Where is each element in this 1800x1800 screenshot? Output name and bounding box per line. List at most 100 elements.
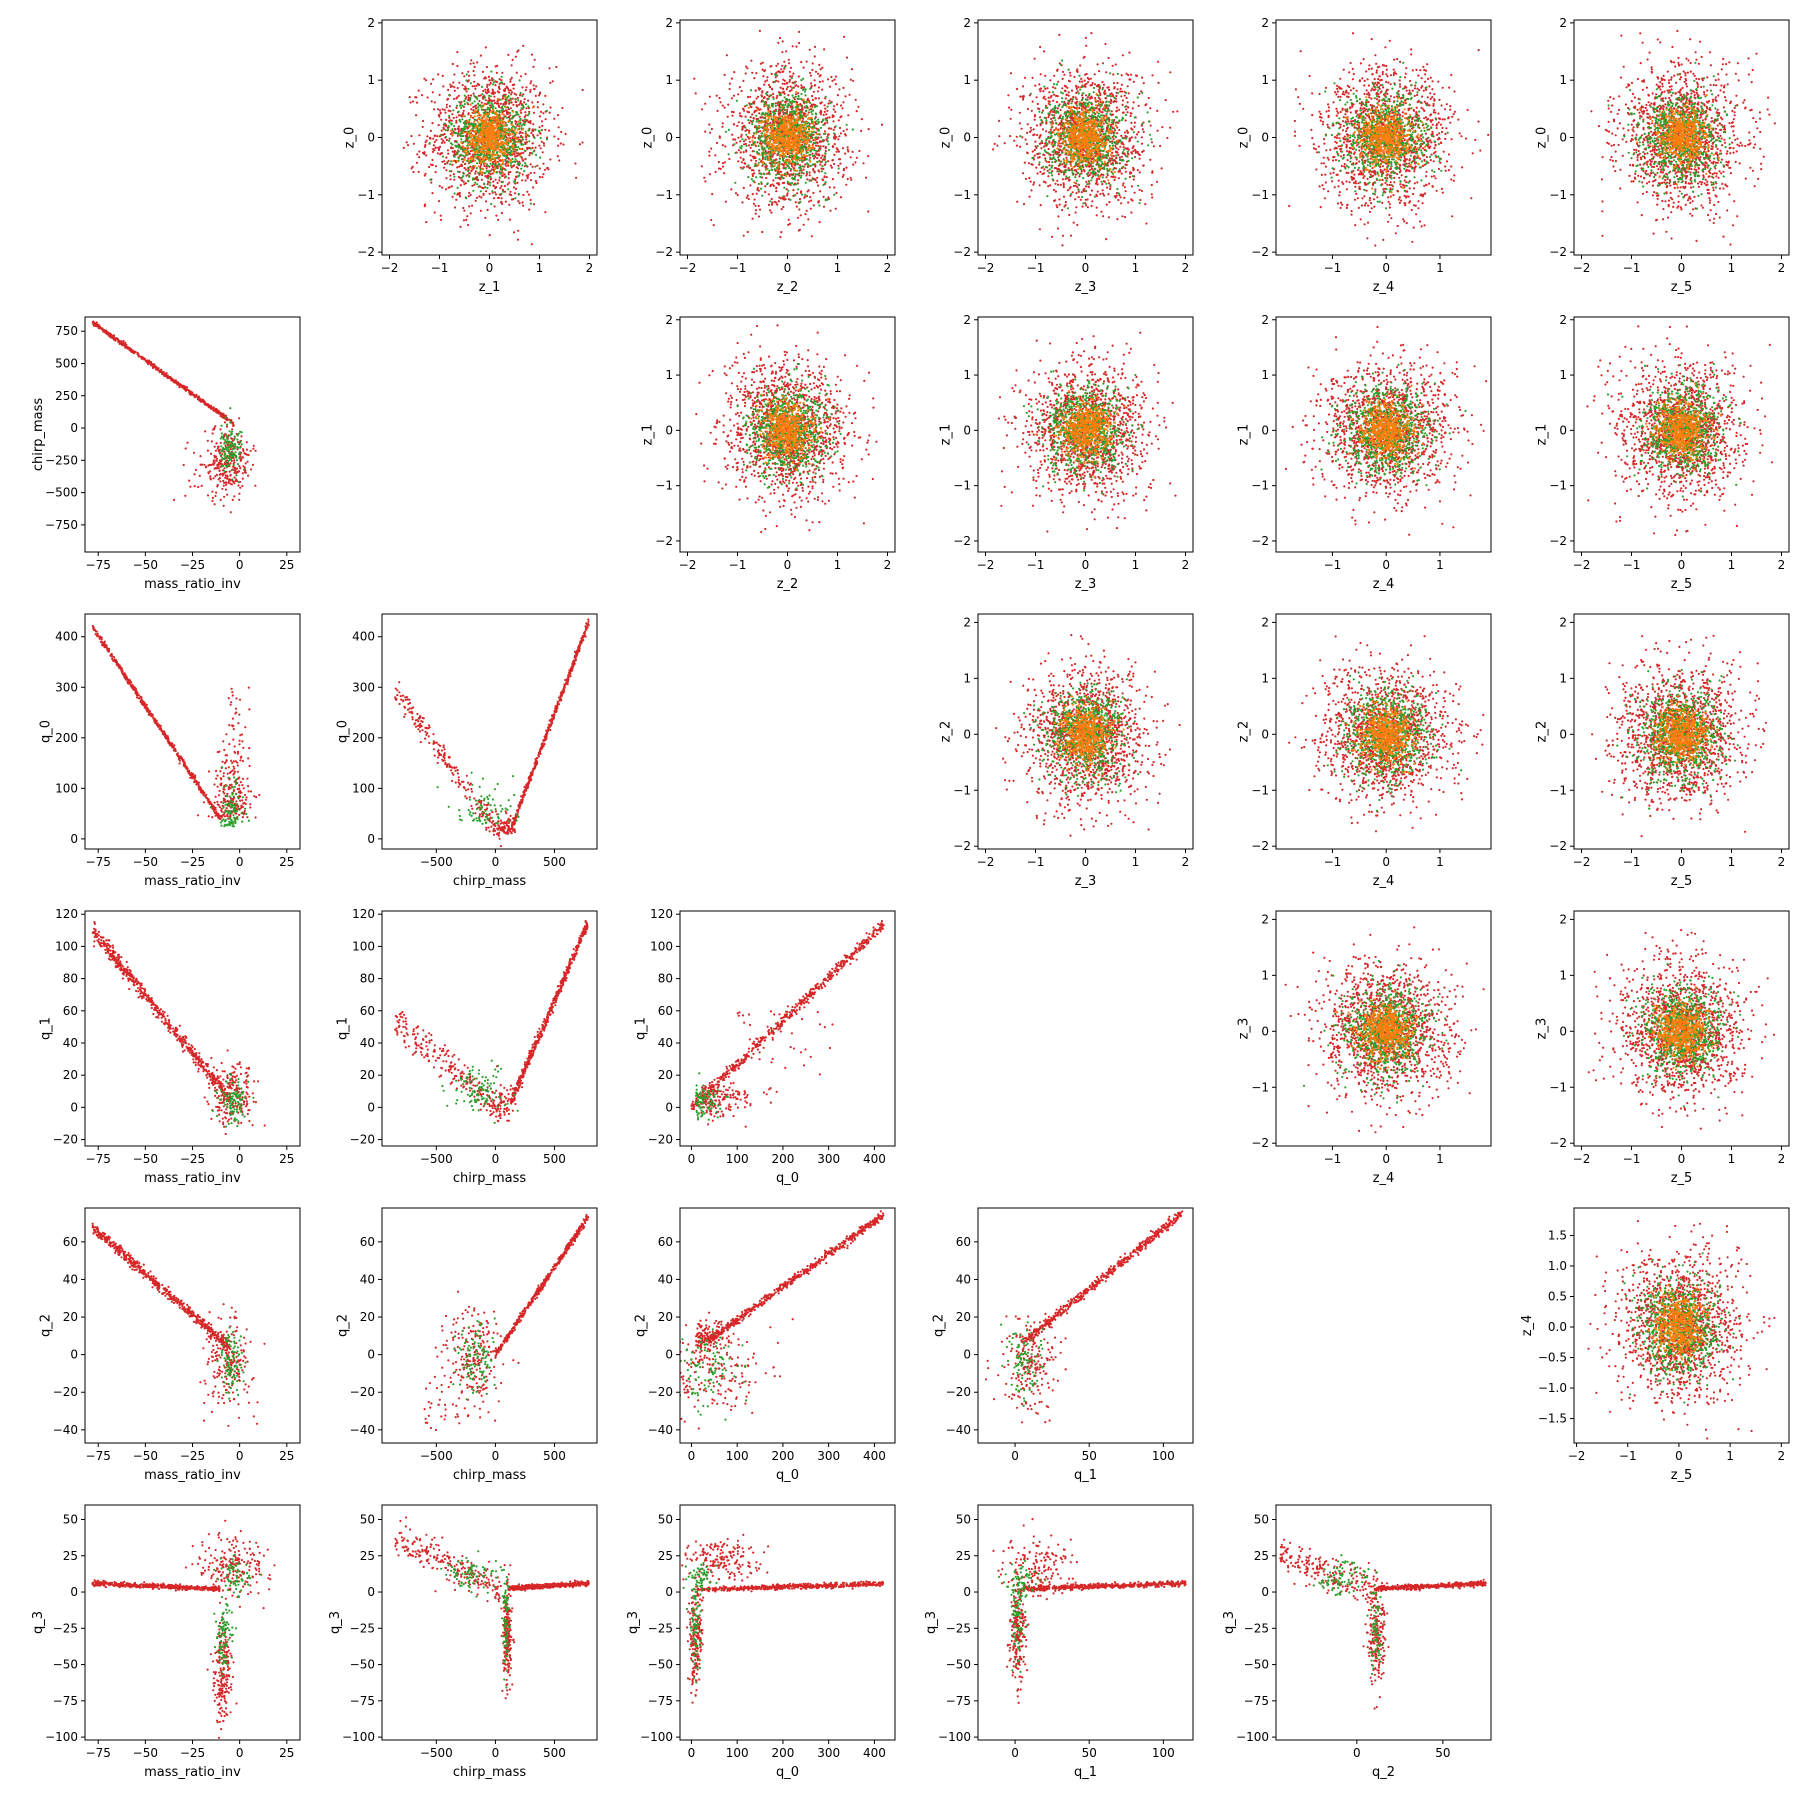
scatter-point	[472, 153, 475, 156]
scatter-point	[490, 70, 493, 73]
scatter-point	[742, 166, 746, 169]
scatter-point	[821, 139, 825, 142]
scatter-point	[774, 76, 777, 79]
scatter-point	[472, 158, 475, 161]
scatter-point	[492, 108, 495, 111]
scatter-point	[521, 94, 524, 98]
scatter-point	[479, 54, 482, 57]
scatter-point	[492, 78, 495, 81]
scatter-point	[796, 179, 800, 182]
scatter-point	[820, 156, 823, 159]
scatter-point	[788, 155, 791, 159]
scatter-point	[766, 172, 769, 175]
scatter-point	[506, 96, 509, 99]
scatter-point	[795, 205, 798, 208]
scatter-point	[496, 125, 499, 128]
scatter-point	[757, 144, 760, 147]
scatter-point	[816, 160, 819, 164]
scatter-point	[786, 108, 789, 111]
scatter-point	[805, 170, 809, 174]
scatter-point	[487, 153, 490, 157]
scatter-point	[792, 189, 795, 192]
scatter-point	[793, 98, 797, 101]
scatter-point	[551, 80, 554, 83]
scatter-point	[464, 134, 467, 137]
scatter-point	[754, 89, 757, 92]
scatter-point	[746, 110, 749, 113]
scatter-point	[463, 123, 467, 126]
scatter-point	[770, 203, 774, 206]
scatter-point	[811, 109, 815, 112]
scatter-point	[758, 134, 761, 137]
scatter-point	[812, 122, 815, 125]
scatter-point	[837, 171, 840, 174]
scatter-point	[864, 176, 868, 179]
scatter-point	[529, 147, 532, 150]
scatter-point	[402, 146, 405, 149]
scatter-point	[468, 131, 471, 134]
scatter-point	[777, 91, 781, 94]
scatter-point	[524, 158, 527, 161]
scatter-point	[779, 197, 782, 200]
scatter-points	[402, 44, 584, 246]
scatter-point	[827, 102, 830, 105]
scatter-point	[831, 79, 834, 82]
scatter-point	[530, 53, 534, 56]
scatter-point	[486, 113, 489, 116]
scatter-point	[858, 149, 861, 153]
scatter-point	[795, 130, 798, 133]
scatter-point	[822, 113, 825, 116]
scatter-point	[772, 113, 776, 116]
scatter-point	[769, 185, 772, 188]
scatter-point	[461, 148, 464, 151]
scatter-point	[524, 111, 527, 114]
scatter-point	[445, 177, 448, 180]
scatter-point	[415, 161, 419, 164]
scatter-point	[412, 142, 415, 145]
scatter-point	[768, 113, 771, 116]
scatter-point	[832, 132, 836, 135]
scatter-point	[467, 180, 470, 183]
scatter-point	[845, 183, 848, 186]
scatter-point	[785, 81, 789, 84]
scatter-point	[822, 195, 825, 198]
scatter-point	[798, 228, 802, 231]
scatter-point	[814, 131, 818, 134]
scatter-point	[477, 165, 481, 168]
scatter-point	[759, 172, 762, 175]
scatter-point	[440, 129, 443, 132]
scatter-point	[797, 41, 801, 45]
scatter-point	[757, 119, 760, 122]
scatter-point	[852, 163, 855, 166]
scatter-point	[444, 188, 448, 191]
scatter-point	[442, 127, 445, 131]
scatter-point	[581, 88, 584, 92]
scatter-point	[499, 150, 502, 154]
scatter-point	[792, 168, 796, 172]
scatter-point	[510, 93, 513, 96]
scatter-point	[502, 103, 505, 106]
scatter-point	[817, 129, 820, 132]
scatter-point	[488, 83, 491, 86]
scatter-point	[501, 160, 505, 163]
scatter-point	[461, 84, 464, 87]
scatter-point	[408, 96, 411, 99]
scatter-point	[506, 106, 509, 109]
scatter-point	[486, 83, 489, 86]
scatter-point	[538, 126, 541, 129]
scatter-point	[450, 122, 453, 125]
scatter-point	[818, 133, 821, 136]
scatter-point	[797, 75, 800, 78]
scatter-point	[453, 73, 456, 76]
scatter-point	[478, 185, 481, 188]
scatter-point	[463, 209, 466, 212]
scatter-point	[764, 190, 767, 194]
scatter-point	[499, 168, 502, 171]
scatter-point	[451, 195, 454, 198]
scatter-point	[529, 179, 533, 182]
scatter-point	[516, 238, 520, 241]
scatter-point	[784, 198, 787, 201]
scatter-point	[727, 103, 730, 106]
scatter-point	[516, 160, 519, 163]
scatter-point	[461, 118, 464, 121]
